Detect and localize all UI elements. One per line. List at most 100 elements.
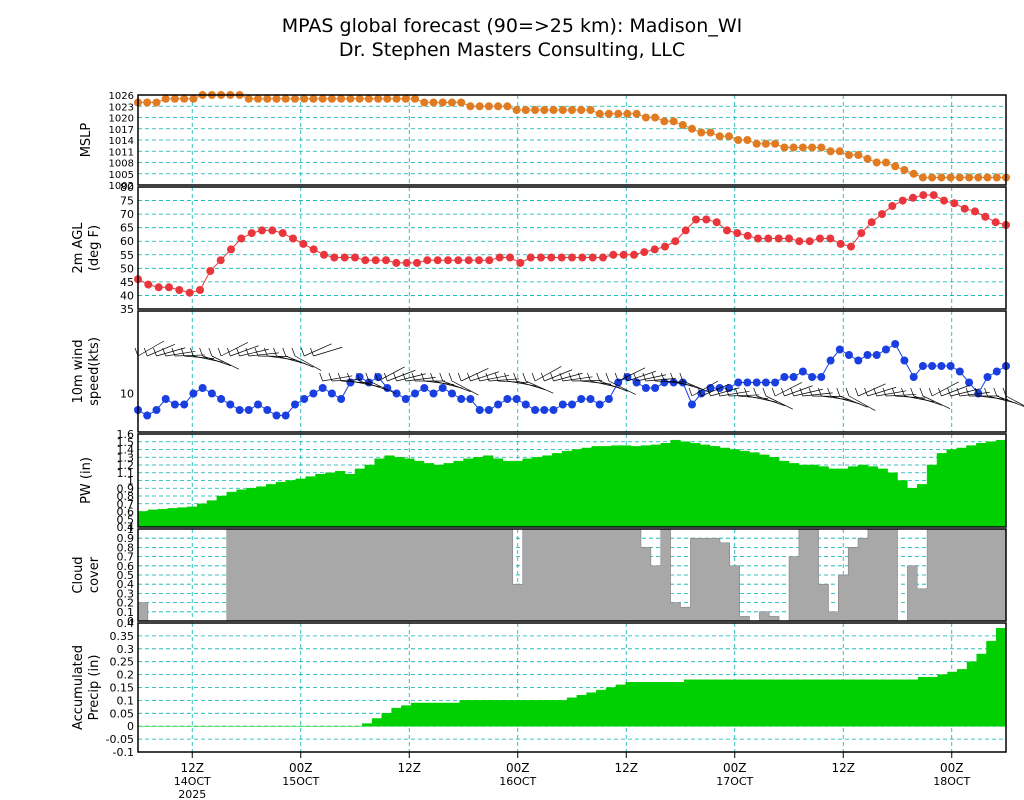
- data-point: [609, 250, 618, 259]
- y-tick-label: 0: [127, 615, 134, 628]
- wind-barb-flag: [402, 372, 407, 382]
- wind-barb: [821, 395, 852, 401]
- wind-barb: [368, 380, 397, 394]
- wind-barb-flag: [347, 372, 351, 382]
- wind-barb-flag: [716, 387, 721, 397]
- data-point: [568, 400, 576, 409]
- data-point: [237, 234, 246, 243]
- wind-barb-flag: [577, 372, 582, 382]
- y-tick-label: 1020: [109, 114, 134, 125]
- wind-barb-flag: [965, 387, 970, 397]
- data-point: [411, 94, 419, 103]
- data-point: [374, 94, 383, 103]
- data-point: [189, 94, 198, 103]
- data-point: [798, 143, 807, 152]
- data-point: [503, 102, 512, 111]
- wind-barb: [387, 369, 416, 382]
- data-point: [337, 94, 346, 103]
- data-point: [845, 351, 853, 359]
- y-tick-label: 1014: [109, 136, 134, 147]
- data-point: [789, 143, 798, 152]
- wind-barb: [544, 369, 573, 382]
- data-point: [854, 151, 863, 159]
- data-point: [780, 143, 789, 152]
- data-point: [392, 94, 401, 103]
- data-point: [650, 245, 659, 254]
- x-tick-date: 15OCT: [282, 775, 319, 788]
- data-point: [808, 373, 817, 381]
- data-point: [161, 395, 170, 403]
- wind-barb-flag: [605, 372, 610, 382]
- data-point: [330, 253, 339, 262]
- series-area: [137, 528, 1007, 622]
- panel-frame: [137, 622, 1007, 753]
- wind-barb: [304, 343, 332, 357]
- wind-barb-flag: [938, 387, 942, 397]
- data-point: [531, 406, 540, 414]
- data-point: [678, 121, 687, 129]
- wind-barb: [1005, 395, 1024, 406]
- data-point: [795, 237, 804, 246]
- data-point: [438, 98, 447, 107]
- data-point: [309, 245, 318, 254]
- y-tick-label: 1.3: [117, 451, 135, 464]
- wind-barb-flag: [587, 372, 591, 382]
- wind-barb-flag: [356, 372, 360, 382]
- x-tick-label: 12Z: [832, 761, 856, 775]
- y-tick-label: 55: [120, 249, 134, 262]
- wind-barb: [377, 366, 405, 382]
- wind-barb: [202, 355, 232, 367]
- y-tick-label: 1: [127, 475, 134, 488]
- data-point: [268, 226, 277, 235]
- wind-barb: [562, 376, 593, 382]
- data-point: [651, 384, 660, 392]
- data-point: [291, 400, 299, 409]
- y-tick-label: 1: [127, 523, 134, 536]
- x-tick-year: 2025: [178, 788, 206, 800]
- wind-barb-flag: [974, 387, 979, 397]
- y-tick-label: 0.15: [110, 682, 135, 695]
- y-tick-label: 75: [120, 195, 134, 208]
- wind-barb: [396, 373, 426, 382]
- data-point: [669, 117, 678, 126]
- data-point: [475, 102, 484, 111]
- x-tick-label: 00Z: [940, 761, 964, 775]
- data-point: [448, 389, 456, 398]
- y-tick-label: 0.5: [117, 569, 135, 582]
- data-point: [863, 154, 872, 163]
- data-point: [154, 283, 163, 292]
- data-point: [743, 231, 752, 240]
- wind-barb-flag: [734, 387, 739, 397]
- data-point: [909, 373, 918, 381]
- data-point: [577, 106, 586, 114]
- y-tick-label: 0.3: [117, 643, 135, 656]
- wind-barb: [525, 380, 554, 394]
- title-line-2: Dr. Stephen Masters Consulting, LLC: [338, 39, 686, 61]
- data-point: [863, 351, 872, 359]
- data-point: [771, 139, 780, 148]
- wind-barb: [830, 395, 860, 405]
- wind-barb-flag: [956, 387, 961, 397]
- y-axis-label: 2m AGL: [71, 222, 86, 274]
- wind-barb: [765, 395, 794, 410]
- wind-barb-flag: [753, 387, 758, 397]
- data-point: [254, 400, 262, 409]
- wind-barb-flag: [651, 372, 656, 382]
- data-point: [992, 173, 1001, 182]
- data-point: [272, 94, 281, 103]
- wind-barb-flag: [143, 347, 148, 357]
- wind-barb: [867, 386, 897, 397]
- y-tick-label: 0.6: [117, 560, 135, 573]
- data-point: [152, 98, 161, 107]
- data-point: [854, 356, 863, 365]
- data-point: [216, 256, 225, 265]
- y-tick-label: 0.2: [117, 597, 135, 610]
- data-point: [318, 94, 327, 103]
- y-tick-label: 1.5: [117, 436, 135, 449]
- data-point: [512, 395, 521, 403]
- panel-4: 0.40.50.60.70.80.911.11.21.31.41.51.6PW …: [79, 428, 1007, 534]
- data-point: [346, 378, 355, 387]
- data-point: [300, 395, 309, 403]
- data-point: [429, 98, 438, 107]
